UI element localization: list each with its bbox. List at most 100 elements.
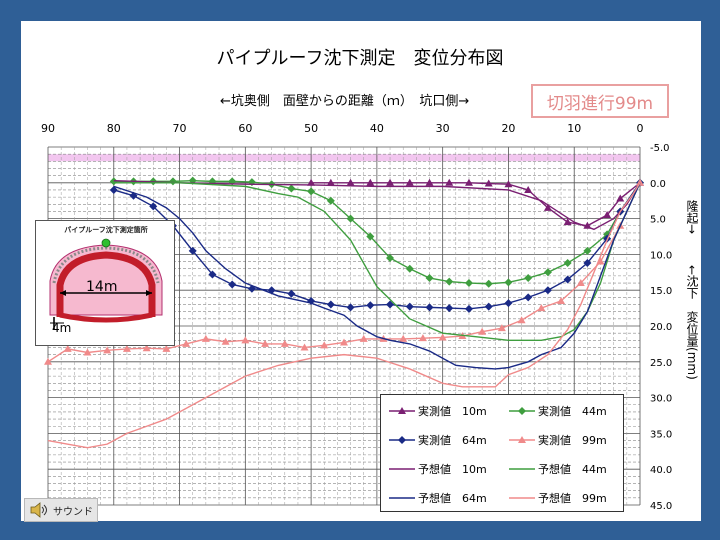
data-point (346, 303, 355, 312)
legend-label: 予想値 64m (418, 492, 487, 505)
data-point (366, 178, 375, 186)
data-point (63, 344, 72, 352)
y-tick-label: -5.0 (650, 143, 670, 154)
legend-swatch (389, 407, 415, 414)
series-3 (44, 178, 644, 365)
data-point (425, 178, 434, 186)
y-axis-title-lower: ←沈下 変位量(mm) (685, 265, 699, 380)
y-tick-label: 20.0 (650, 322, 672, 333)
data-point (83, 348, 92, 356)
data-point (464, 178, 473, 186)
data-point (537, 304, 546, 312)
data-point (418, 334, 427, 342)
data-point (346, 214, 355, 223)
y-tick-label: 45.0 (650, 501, 672, 512)
x-tick-label: 60 (238, 122, 252, 135)
x-tick-label: 30 (436, 122, 450, 135)
data-point (438, 333, 447, 341)
x-tick-label: 90 (41, 122, 55, 135)
width-arrow-right-head (146, 290, 152, 296)
data-point (425, 274, 434, 283)
data-point (504, 299, 513, 308)
y-tick-label: 0.0 (650, 179, 666, 190)
measurement-point-marker (101, 238, 111, 248)
data-point (221, 337, 230, 345)
data-point (241, 336, 250, 344)
data-point (386, 178, 395, 186)
data-point (445, 304, 454, 313)
data-point (326, 178, 335, 186)
x-axis-title: ←坑奥側 面壁からの距離（ｍ） 坑口側→ (220, 94, 470, 109)
data-point (399, 334, 408, 342)
series-line (113, 182, 641, 342)
data-point (557, 296, 566, 304)
series-4 (113, 179, 641, 231)
legend-item: 予想値 64m (389, 490, 487, 506)
data-point (616, 194, 625, 202)
tunnel-lining (56, 251, 156, 317)
x-tick-label: 10 (567, 122, 581, 135)
data-point (182, 339, 191, 347)
legend-label: 実測値 10m (418, 405, 487, 418)
x-tick-label: 70 (173, 122, 187, 135)
data-point (484, 179, 493, 187)
legend-swatch (509, 468, 535, 470)
legend-item: 実測値 10m (389, 403, 487, 419)
legend-item: 予想値 44m (509, 461, 607, 477)
legend-label: 予想値 99m (538, 492, 607, 505)
legend-swatch (509, 436, 535, 443)
legend-swatch-marker (518, 407, 526, 415)
tunnel-inset: パイプルーフ沈下測定箇所 14m 4m (35, 220, 175, 346)
x-tick-label: 20 (501, 122, 515, 135)
data-point (366, 301, 375, 310)
pipe-roof (52, 246, 160, 284)
x-tick-label: 0 (637, 122, 644, 135)
data-point (287, 184, 296, 193)
data-point (287, 289, 296, 298)
x-tick-label: 50 (304, 122, 318, 135)
legend-swatch (509, 407, 535, 415)
legend-swatch (509, 497, 535, 499)
y-tick-label: 5.0 (650, 215, 666, 226)
data-point (208, 270, 217, 279)
data-point (524, 293, 533, 302)
sound-button[interactable]: サウンド (24, 498, 98, 522)
data-point (386, 300, 395, 309)
y-tick-label: 10.0 (650, 250, 672, 261)
inset-title: パイプルーフ沈下測定箇所 (64, 226, 148, 234)
data-point (307, 187, 316, 196)
data-point (497, 324, 506, 332)
tunnel-invert (59, 312, 153, 323)
data-point (445, 277, 454, 286)
data-point (425, 303, 434, 312)
series-line (113, 182, 641, 310)
data-point (300, 343, 309, 351)
y-tick-label: 35.0 (650, 429, 672, 440)
progress-label: 切羽進行99m (531, 84, 669, 118)
data-point (340, 338, 348, 346)
chart-legend: 実測値 10m 実測値 44m 実測値 64m 実測値 99m 予想値 10m 予想値 4… (380, 394, 624, 512)
data-point (405, 264, 414, 273)
series-line (113, 179, 641, 285)
data-point (543, 268, 552, 277)
x-tick-label: 80 (107, 122, 121, 135)
series-5 (113, 182, 641, 342)
data-point (563, 258, 572, 267)
data-point (636, 178, 644, 186)
y-tick-label: 15.0 (650, 286, 672, 297)
data-point (484, 279, 493, 288)
data-point (280, 339, 289, 347)
data-point (563, 275, 572, 284)
series-line (47, 182, 641, 449)
data-point (583, 258, 592, 267)
data-point (346, 178, 355, 186)
legend-swatch-marker (398, 436, 406, 444)
data-point (478, 327, 487, 335)
inset-width-label: 14m (86, 279, 118, 295)
legend-item: 予想値 99m (509, 490, 607, 506)
legend-swatch-marker (518, 436, 526, 443)
x-tick-label: 40 (370, 122, 384, 135)
inset-height-label: 4m (52, 321, 72, 335)
y-tick-label: 40.0 (650, 465, 672, 476)
data-point (228, 280, 237, 289)
